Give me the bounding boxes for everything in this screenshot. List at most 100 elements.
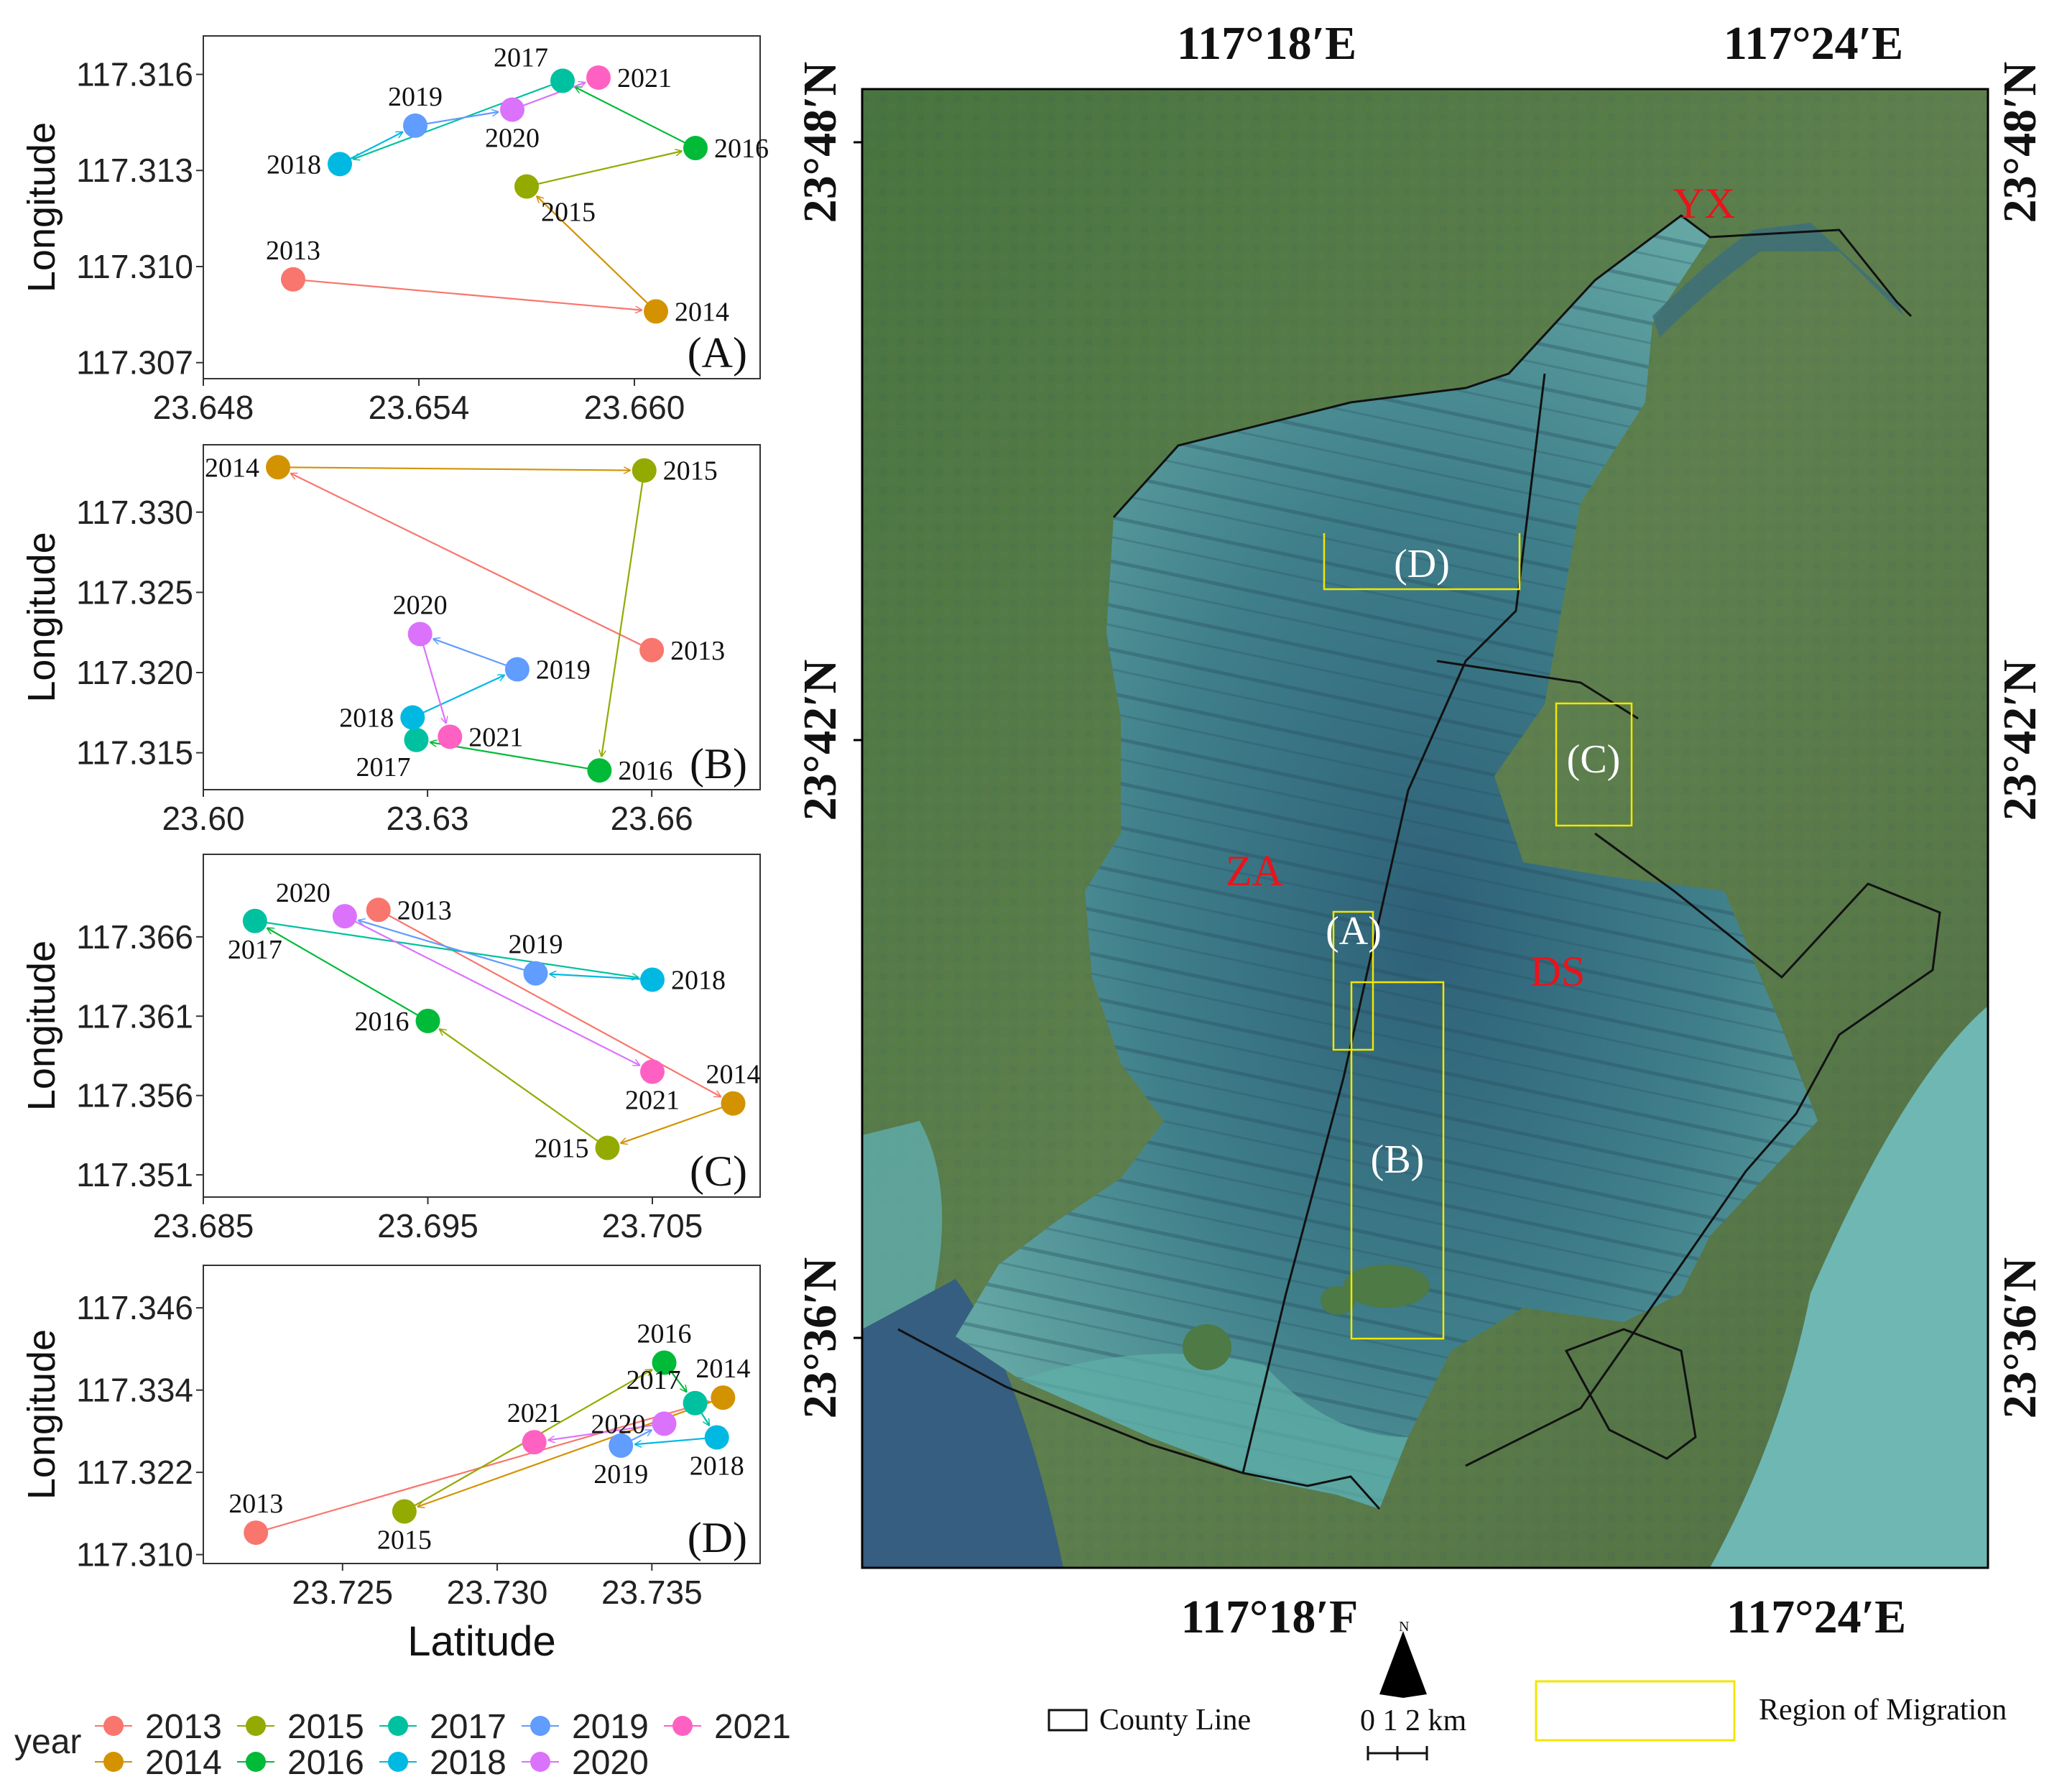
point-label: 2014: [205, 453, 259, 483]
map-legend: County Line N 0 1 2 km Region of Migrati…: [1048, 1619, 2007, 1760]
point-label: 2013: [266, 236, 320, 266]
point-label: 2017: [626, 1365, 681, 1395]
point-2015: [392, 1499, 417, 1524]
point-2013: [366, 897, 391, 923]
legend-item-2017: 2017: [379, 1708, 507, 1746]
point-2018: [400, 705, 425, 730]
legend-label: 2013: [145, 1708, 222, 1746]
western-deep-water: [862, 1279, 1063, 1568]
point-2017: [404, 727, 429, 752]
lon-top-1: 117°18′E: [1177, 17, 1356, 70]
point-2013: [281, 267, 305, 292]
point-2015: [632, 458, 657, 483]
trajectory-arrow: [297, 279, 642, 310]
legend-title: year: [14, 1723, 81, 1761]
trajectory-arrow: [419, 112, 499, 126]
trajectory-arrow: [382, 911, 721, 1098]
point-2017: [550, 68, 575, 93]
y-axis-label: Longitude: [20, 941, 63, 1111]
point-label: 2016: [355, 1007, 410, 1037]
legend-label: 2017: [430, 1708, 507, 1746]
point-2021: [522, 1430, 547, 1455]
point-label: 2018: [267, 149, 321, 180]
lat-left-1: 23°48′N: [794, 62, 846, 223]
panel-c: 23.685 23.695 23.705 117.351 117.356 117.361 1…: [20, 854, 761, 1244]
point-2014: [644, 299, 668, 324]
legend-dot: [388, 1716, 408, 1736]
point-label: 2016: [637, 1318, 692, 1349]
y-tick-label: 117.315: [76, 734, 193, 772]
lat-right-1: 23°48′N: [1994, 62, 2046, 223]
y-tick-label: 117.310: [76, 1536, 193, 1574]
x-tick-label: 23.725: [292, 1574, 393, 1611]
y-tick-label: 117.330: [76, 494, 193, 531]
lat-left-3: 23°36′N: [794, 1257, 846, 1419]
y-tick-label: 117.310: [76, 248, 193, 285]
point-label: 2014: [675, 297, 729, 327]
trajectory-arrow: [575, 86, 693, 147]
legend-label: 2021: [714, 1708, 790, 1746]
legend-dot: [388, 1752, 408, 1772]
point-label: 2015: [535, 1134, 589, 1164]
y-tick-label: 117.320: [76, 654, 193, 691]
x-tick-label: 23.660: [584, 389, 685, 426]
point-2019: [523, 961, 548, 986]
y-tick-label: 117.307: [76, 344, 193, 382]
point-2020: [332, 904, 357, 929]
trajectory-arrow: [358, 920, 532, 974]
plot-area: [203, 35, 761, 379]
point-2014: [266, 455, 291, 480]
y-axis-label: Longitude: [20, 1329, 63, 1500]
county-line-label: County Line: [1099, 1704, 1251, 1737]
point-2016: [587, 758, 612, 783]
legend-label: 2018: [430, 1744, 507, 1782]
point-label: 2015: [377, 1525, 432, 1555]
legend-item-2015: 2015: [237, 1708, 364, 1746]
trajectory-arrow: [537, 196, 654, 310]
legend-dot: [246, 1716, 266, 1736]
y-axis-label: Longitude: [20, 122, 63, 292]
point-2015: [514, 174, 539, 199]
point-2017: [683, 1390, 708, 1415]
trajectory-arrow: [549, 974, 649, 981]
legend-label: 2016: [287, 1744, 364, 1782]
legend-dot: [246, 1752, 266, 1772]
x-tick-label: 23.654: [369, 389, 470, 426]
legend-label: 2020: [572, 1744, 649, 1782]
y-tick-label: 117.322: [76, 1454, 193, 1491]
legend-dot: [530, 1752, 550, 1772]
legend-item-2021: 2021: [664, 1708, 790, 1746]
box-label-a: (A): [1326, 909, 1382, 953]
point-2016: [652, 1350, 677, 1375]
box-label-b: (B): [1371, 1137, 1425, 1182]
point-label: 2021: [468, 722, 523, 752]
point-label: 2018: [671, 965, 726, 995]
point-2020: [407, 622, 433, 647]
panel-label: (A): [688, 329, 747, 377]
point-2018: [328, 152, 352, 177]
lon-top-2: 117°24′E: [1724, 17, 1903, 70]
legend-dot: [672, 1716, 693, 1736]
trajectory-arrow: [634, 1436, 713, 1444]
point-2013: [639, 637, 665, 662]
x-tick-label: 23.685: [153, 1207, 254, 1244]
trajectory-charts: 23.648 23.654 23.660 117.307 117.310 117.313 1…: [14, 35, 790, 1782]
trajectory-arrow: [548, 1423, 661, 1440]
panel-label: (D): [688, 1514, 747, 1561]
point-label: 2019: [509, 930, 563, 960]
point-label: 2013: [397, 895, 452, 925]
box-d: [1323, 533, 1521, 591]
point-label: 2016: [714, 134, 769, 164]
point-2016: [415, 1008, 440, 1033]
y-tick-label: 117.313: [76, 152, 193, 189]
point-label: 2016: [618, 756, 672, 786]
y-tick-label: 117.351: [76, 1156, 193, 1193]
point-2019: [403, 113, 427, 138]
trajectory-arrow: [290, 472, 649, 650]
scale-label: 0 1 2 km: [1360, 1704, 1467, 1737]
point-2014: [711, 1385, 736, 1410]
lat-right-2: 23°42′N: [1994, 660, 2046, 821]
point-label: 2020: [485, 124, 540, 154]
x-tick-label: 23.66: [611, 800, 693, 837]
point-label: 2021: [617, 63, 672, 93]
